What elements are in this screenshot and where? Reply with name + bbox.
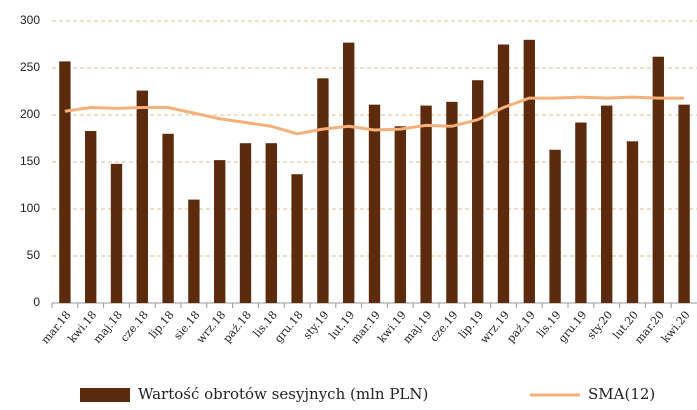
y-tick-label: 250 [20,60,40,74]
bar [601,105,613,303]
bar [265,143,277,303]
bar [626,141,639,303]
x-tick-label: paź.18 [220,309,254,346]
legend-swatch [80,388,130,402]
bar [188,199,200,303]
x-tick-label: gru.18 [272,309,306,346]
bar [59,61,71,303]
bar [549,149,561,303]
x-tick-label: paź.19 [504,309,538,346]
bar [110,163,123,303]
y-tick-label: 50 [27,248,41,262]
x-tick-label: mar.18 [39,309,74,347]
y-tick-label: 0 [33,295,40,309]
x-tick-label: sty.20 [585,308,616,341]
legend-label: Wartość obrotów sesyjnych (mln PLN) [138,385,428,403]
bar [317,78,329,303]
bar [652,56,664,303]
x-tick-label: sty.19 [301,308,332,341]
y-tick-label: 100 [20,201,40,215]
x-tick-label: cze.19 [427,309,460,345]
bar [214,160,226,303]
bar [291,174,303,303]
x-tick-label: cze.18 [118,309,151,345]
y-tick-label: 300 [20,13,40,27]
y-tick-label: 150 [20,154,40,168]
bar [497,44,510,303]
bar [472,80,484,303]
bar [678,104,690,303]
y-tick-label: 200 [20,107,40,121]
bar [523,39,535,304]
bar [420,105,432,303]
bar [85,130,97,303]
bar [162,133,174,303]
bar [575,122,587,304]
bar [394,126,406,303]
x-tick-label: lip.18 [146,309,176,342]
bar [368,104,381,303]
bar [239,143,252,303]
x-tick-label: kwi.20 [659,309,693,346]
line [64,95,685,136]
bar [446,101,458,303]
bar [136,90,148,303]
x-tick-label: gru.19 [556,309,590,346]
legend-label: SMA(12) [588,385,655,403]
bar [343,42,355,304]
